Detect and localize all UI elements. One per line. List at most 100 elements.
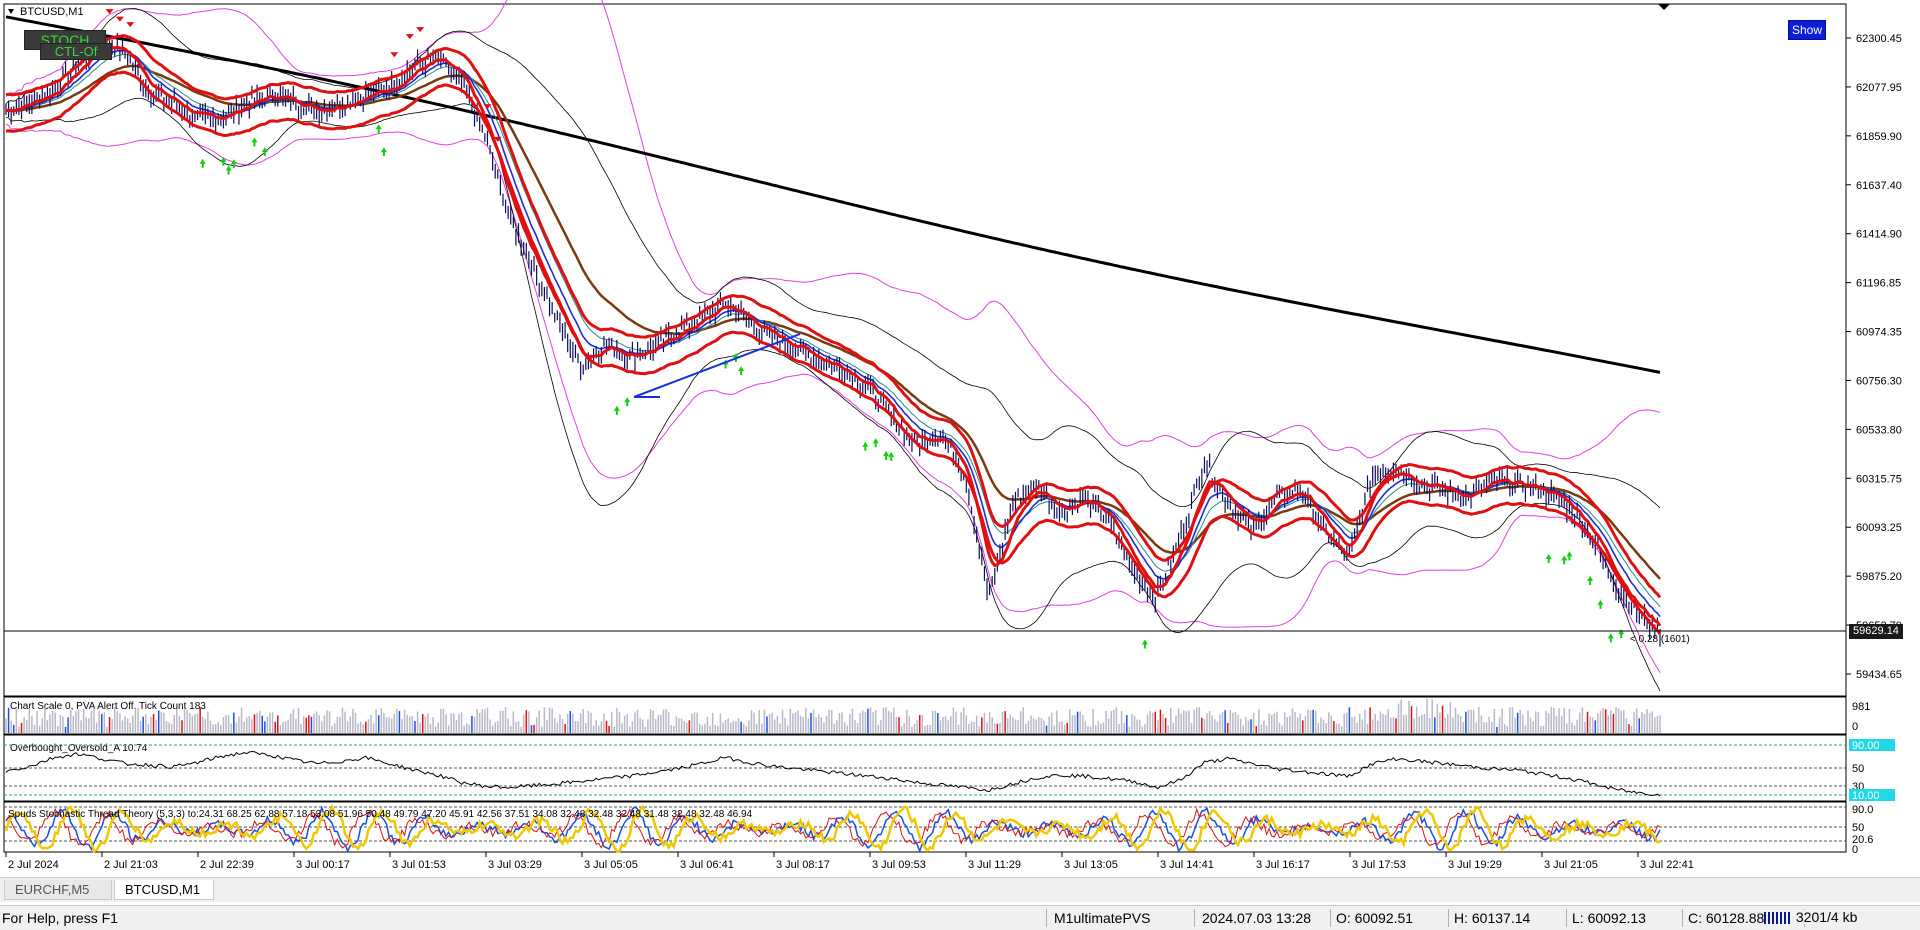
stoch-axis-zero: 0 bbox=[1852, 844, 1858, 856]
chart-canvas[interactable]: < 0.28 (1601) 62300.45 62077.95 61859.90 61… bbox=[0, 0, 1920, 877]
overbought-level-tag bbox=[1849, 739, 1895, 751]
time-axis-label: 3 Jul 03:29 bbox=[488, 859, 542, 871]
main-price-axis[interactable]: 62300.45 62077.95 61859.90 61637.40 61414.90… bbox=[1846, 33, 1902, 681]
buy-signal-arrow bbox=[872, 438, 879, 448]
price-annotation: < 0.28 (1601) bbox=[1630, 634, 1690, 645]
buy-signal-arrow bbox=[738, 366, 745, 376]
tab-eurchf[interactable]: EURCHF,M5 bbox=[4, 880, 112, 900]
status-help: For Help, press F1 bbox=[2, 910, 118, 926]
time-axis-label: 3 Jul 16:17 bbox=[1256, 859, 1310, 871]
signal-arrows bbox=[105, 9, 1625, 649]
sell-signal-arrow bbox=[405, 34, 414, 40]
price-axis-label: 61859.90 bbox=[1856, 131, 1902, 143]
price-axis-label: 61196.85 bbox=[1856, 278, 1901, 290]
connection-bars-icon bbox=[1764, 912, 1792, 925]
stoch-d-line bbox=[5, 807, 1661, 849]
buy-signal-arrow bbox=[1566, 551, 1573, 561]
oversold-level-tag bbox=[1849, 789, 1895, 801]
status-low: L: 60092.13 bbox=[1572, 910, 1646, 926]
overbought-oversold-line bbox=[5, 750, 1661, 797]
buy-signal-arrow bbox=[375, 124, 382, 134]
chart-shift-marker[interactable] bbox=[1658, 4, 1670, 10]
buy-signal-arrow bbox=[261, 147, 268, 157]
stoch-axis-low: 20.6 bbox=[1852, 834, 1873, 846]
buy-signal-arrow bbox=[1141, 639, 1148, 649]
price-axis-label: 60974.35 bbox=[1856, 327, 1902, 339]
volume-axis-max: 981 bbox=[1852, 701, 1870, 713]
volume-pane-label: Chart Scale 0, PVA Alert Off, Tick Count… bbox=[10, 701, 206, 712]
envelope-lower bbox=[5, 97, 1661, 692]
sell-signal-arrow bbox=[483, 104, 492, 110]
stochastic-lines bbox=[4, 803, 1661, 854]
fast-lower-band-line bbox=[5, 70, 1662, 635]
time-axis-label: 3 Jul 11:29 bbox=[968, 859, 1021, 871]
symbol-title: BTCUSD,M1 bbox=[20, 6, 84, 18]
sell-signal-arrow bbox=[115, 16, 124, 22]
status-profile[interactable]: M1ultimatePVS bbox=[1054, 910, 1151, 926]
time-axis[interactable]: 2 Jul 2024 2 Jul 21:03 2 Jul 22:39 3 Jul 00… bbox=[5, 852, 1694, 871]
overbought-axis-mid: 50 bbox=[1852, 763, 1864, 775]
status-separator bbox=[1330, 909, 1331, 927]
stochastic-pane-label: Spuds Stochastic Thread Theory (5,3,3) t… bbox=[8, 809, 753, 820]
bollinger-lower bbox=[5, 123, 1661, 674]
time-axis-label: 2 Jul 21:03 bbox=[104, 859, 158, 871]
buy-signal-arrow bbox=[1545, 554, 1552, 564]
slow-moving-average-line bbox=[5, 64, 1661, 580]
price-axis-label: 61637.40 bbox=[1856, 180, 1902, 192]
status-separator bbox=[1566, 909, 1567, 927]
buy-signal-arrow bbox=[862, 441, 869, 451]
bollinger-bands bbox=[5, 0, 1661, 674]
status-traffic-cell: 3201/4 kb bbox=[1764, 910, 1914, 925]
sell-signal-arrow bbox=[126, 22, 135, 28]
price-axis-label: 60533.80 bbox=[1856, 424, 1902, 436]
bollinger-upper bbox=[5, 0, 1661, 460]
stoch-ctl-button[interactable]: CTL-Of bbox=[40, 43, 112, 60]
teal-moving-average-line bbox=[5, 53, 1661, 608]
status-close: C: 60128.88 bbox=[1688, 910, 1765, 926]
fast-moving-average-line bbox=[5, 45, 1662, 627]
main-chart-pane[interactable] bbox=[3, 3, 1847, 697]
stoch-axis-mid: 50 bbox=[1852, 822, 1864, 834]
chart-tabs: EURCHF,M5 BTCUSD,M1 bbox=[0, 877, 1920, 902]
buy-signal-arrow bbox=[1618, 629, 1625, 639]
volume-axis-min: 0 bbox=[1852, 721, 1858, 733]
show-button[interactable]: Show bbox=[1788, 20, 1826, 40]
time-axis-label: 3 Jul 08:17 bbox=[776, 859, 830, 871]
time-axis-label: 3 Jul 22:41 bbox=[1640, 859, 1694, 871]
status-open: O: 60092.51 bbox=[1336, 910, 1414, 926]
time-axis-label: 3 Jul 19:29 bbox=[1448, 859, 1502, 871]
time-axis-label: 3 Jul 00:17 bbox=[296, 859, 350, 871]
overbought-level-value: 90.00 bbox=[1852, 740, 1880, 752]
status-datetime: 2024.07.03 13:28 bbox=[1202, 910, 1311, 926]
stoch-signal-line bbox=[4, 803, 1661, 853]
buy-signal-arrow bbox=[230, 159, 237, 169]
trend-line[interactable] bbox=[633, 333, 801, 398]
price-axis-label: 61414.90 bbox=[1856, 229, 1902, 241]
envelope-upper bbox=[5, 8, 1661, 509]
chart-menu-arrow-icon[interactable] bbox=[8, 9, 14, 14]
time-axis-label: 3 Jul 14:41 bbox=[1160, 859, 1214, 871]
time-axis-label: 3 Jul 09:53 bbox=[872, 859, 926, 871]
time-axis-label: 3 Jul 21:05 bbox=[1544, 859, 1598, 871]
status-separator bbox=[1682, 909, 1683, 927]
stoch-k-line bbox=[5, 805, 1661, 854]
tab-btcusd[interactable]: BTCUSD,M1 bbox=[114, 880, 214, 900]
time-axis-label: 3 Jul 05:05 bbox=[584, 859, 638, 871]
buy-signal-arrow bbox=[613, 405, 620, 415]
sell-signal-arrow bbox=[416, 27, 425, 33]
buy-signal-arrow bbox=[225, 165, 232, 175]
time-axis-label: 3 Jul 01:53 bbox=[392, 859, 446, 871]
status-separator bbox=[1046, 909, 1047, 927]
buy-signal-arrow bbox=[1597, 599, 1604, 609]
price-axis-label: 60093.25 bbox=[1856, 522, 1902, 534]
oversold-level-value: 10.00 bbox=[1852, 790, 1880, 802]
time-axis-label: 3 Jul 06:41 bbox=[680, 859, 734, 871]
buy-signal-arrow bbox=[722, 359, 729, 369]
buy-signal-arrow bbox=[199, 158, 206, 168]
buy-signal-arrow bbox=[888, 451, 895, 461]
price-axis-label: 62077.95 bbox=[1856, 82, 1902, 94]
buy-signal-arrow bbox=[883, 450, 890, 460]
buy-signal-arrow bbox=[1607, 633, 1614, 643]
status-separator bbox=[1448, 909, 1449, 927]
overbought-pane-label: Overbought_Oversold_A 10.74 bbox=[10, 743, 148, 754]
